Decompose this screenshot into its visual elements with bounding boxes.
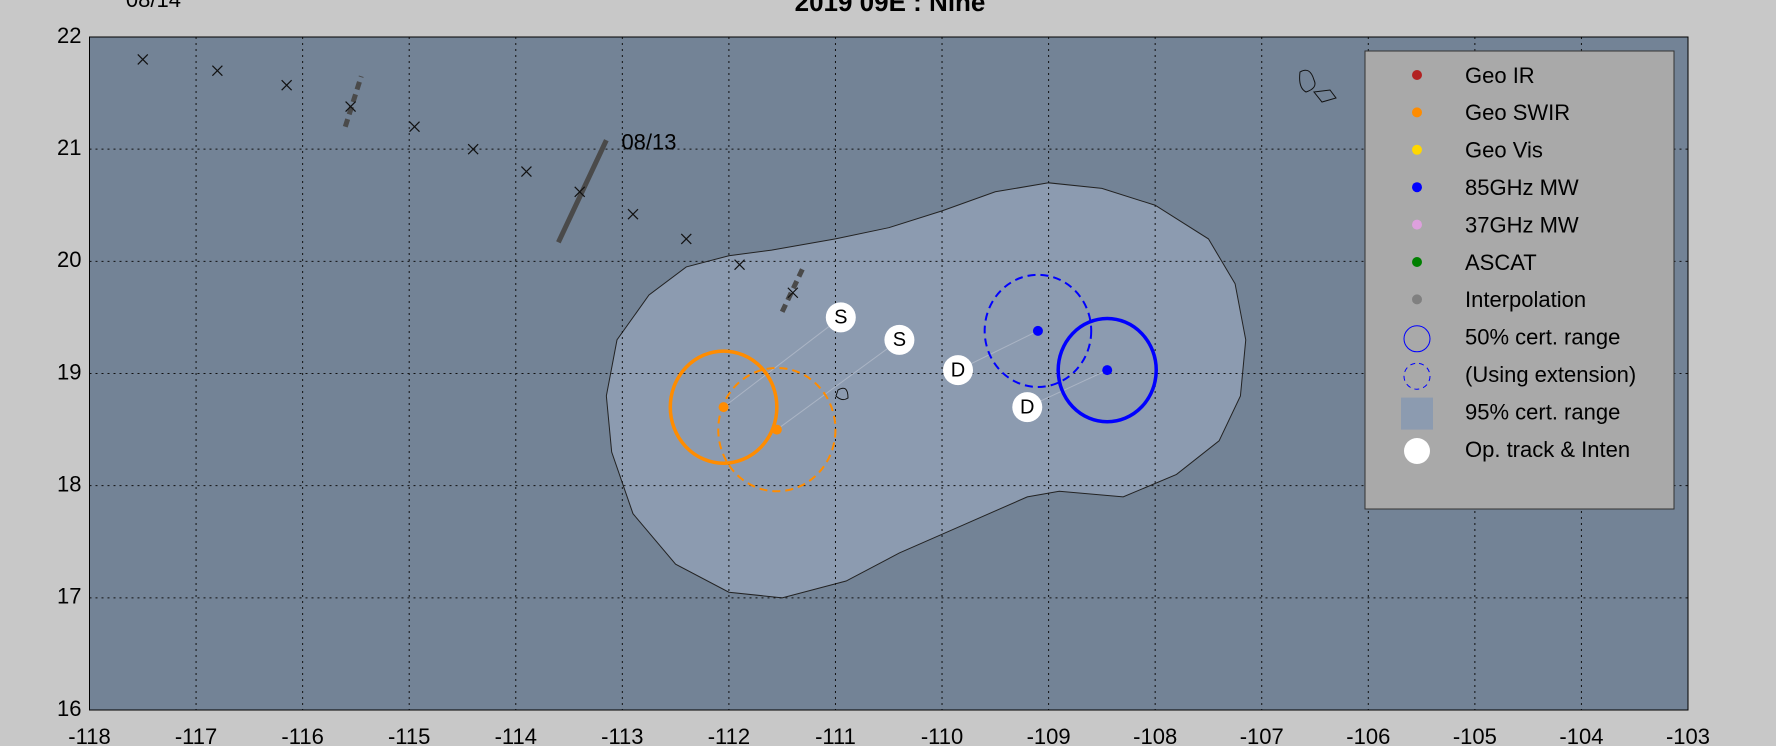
op-track-label: S xyxy=(893,329,906,351)
y-tick-label: 19 xyxy=(57,359,81,384)
legend-label: 50% cert. range xyxy=(1465,325,1620,350)
legend-label: Geo SWIR xyxy=(1465,100,1570,125)
legend-label: 37GHz MW xyxy=(1465,212,1579,237)
track-marker xyxy=(734,259,745,271)
track-marker xyxy=(680,233,692,245)
legend-marker xyxy=(1412,219,1422,230)
x-tick-label: -105 xyxy=(1453,724,1497,746)
legend-marker xyxy=(1403,325,1431,353)
op-track-label: D xyxy=(951,359,965,381)
track-segment xyxy=(342,75,364,128)
track-marker xyxy=(137,54,149,65)
x-tick-label: -112 xyxy=(708,724,750,746)
track-marker xyxy=(627,208,639,220)
track-marker xyxy=(520,166,532,178)
fix-point xyxy=(771,424,782,435)
coastline xyxy=(835,69,1337,401)
certainty-region xyxy=(605,182,1247,599)
legend-marker xyxy=(1412,70,1422,80)
op-track-point xyxy=(1012,392,1043,423)
legend-marker xyxy=(1401,397,1433,430)
legend-marker xyxy=(1404,438,1430,464)
date-label: 08/13 xyxy=(621,129,676,154)
track-marker xyxy=(281,79,293,91)
x-tick-label: -116 xyxy=(281,724,323,746)
legend-marker xyxy=(1412,144,1422,155)
track-segment xyxy=(556,139,609,244)
op-track-point xyxy=(825,302,856,333)
x-tick-label: -110 xyxy=(921,724,963,746)
x-tick-label: -113 xyxy=(601,724,643,746)
cert-circle xyxy=(983,273,1093,388)
date-label: 08/14 xyxy=(126,0,181,12)
x-tick-label: -108 xyxy=(1133,724,1177,746)
legend-label: 95% cert. range xyxy=(1465,399,1620,424)
chart-title: 2019 09E : Nine xyxy=(795,0,986,17)
x-tick-label: -115 xyxy=(388,724,430,746)
legend-label: Op. track & Inten xyxy=(1465,437,1630,462)
fix-link xyxy=(723,317,842,408)
cert-circle xyxy=(668,349,779,465)
y-tick-label: 16 xyxy=(57,696,81,721)
y-tick-label: 20 xyxy=(57,247,81,272)
track-marker xyxy=(787,287,799,299)
track-marker xyxy=(409,121,420,133)
op-track-point xyxy=(884,324,915,355)
track-marker xyxy=(574,186,586,198)
plot-frame xyxy=(89,36,1689,711)
op-track-point xyxy=(943,355,974,386)
x-tick-label: -106 xyxy=(1346,724,1390,746)
x-tick-label: -111 xyxy=(815,724,856,746)
legend-label: Geo Vis xyxy=(1465,138,1543,163)
legend-marker xyxy=(1412,107,1422,118)
x-tick-label: -103 xyxy=(1666,724,1710,746)
cert-circle xyxy=(1056,316,1158,424)
x-tick-label: -109 xyxy=(1027,724,1071,746)
legend-label: ASCAT xyxy=(1465,250,1537,275)
legend-label: (Using extension) xyxy=(1465,362,1636,387)
fix-link xyxy=(776,339,900,430)
y-tick-label: 21 xyxy=(57,135,81,160)
x-tick-label: -104 xyxy=(1559,724,1603,746)
y-tick-label: 17 xyxy=(57,584,81,609)
legend-marker xyxy=(1412,182,1422,193)
cert-circle xyxy=(717,366,837,493)
x-tick-label: -107 xyxy=(1240,724,1284,746)
track-segment xyxy=(779,265,806,313)
op-track-label: D xyxy=(1020,396,1034,418)
legend-label: Geo IR xyxy=(1465,63,1535,88)
fix-point xyxy=(1102,365,1113,376)
track-marker xyxy=(345,101,357,112)
legend-marker xyxy=(1403,362,1431,390)
track-marker xyxy=(211,65,223,77)
x-tick-label: -117 xyxy=(175,724,217,746)
fix-point xyxy=(1032,325,1043,336)
legend-label: 85GHz MW xyxy=(1465,175,1579,200)
y-tick-label: 22 xyxy=(57,23,81,48)
legend-marker xyxy=(1412,257,1422,267)
legend-box xyxy=(1364,50,1675,510)
legend-label: Interpolation xyxy=(1465,287,1586,312)
legend-marker xyxy=(1412,294,1422,305)
x-tick-label: -114 xyxy=(495,724,537,746)
y-tick-label: 18 xyxy=(57,471,81,496)
x-tick-label: -118 xyxy=(68,724,110,746)
track-marker xyxy=(467,143,479,155)
op-track-label: S xyxy=(834,307,847,329)
